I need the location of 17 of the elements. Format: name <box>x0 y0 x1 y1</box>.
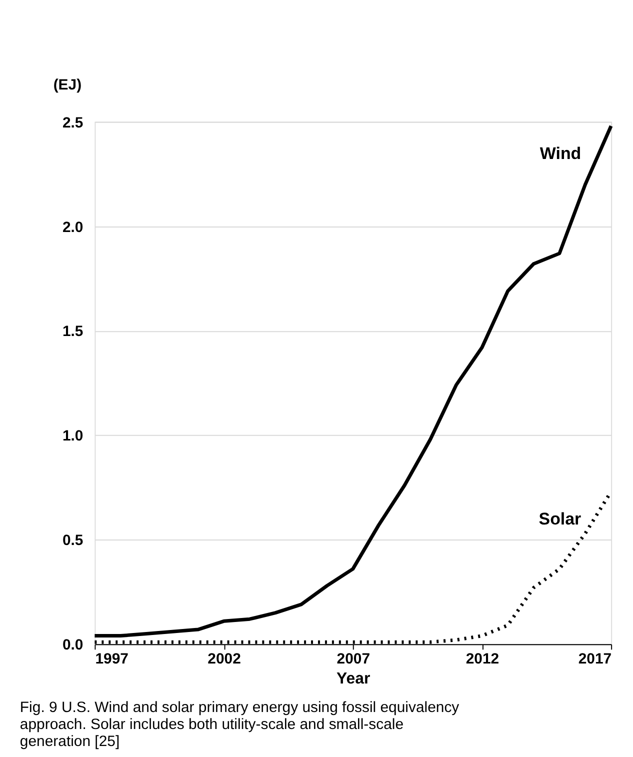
y-tick-label: 0.0 <box>62 636 84 654</box>
series-label: Solar <box>538 510 582 529</box>
y-tick-label: 2.0 <box>62 218 84 236</box>
y-tick-label: 1.5 <box>62 323 84 340</box>
line-series <box>92 124 613 638</box>
series-label: Wind <box>540 144 582 163</box>
y-tick-label: 0.5 <box>62 532 84 550</box>
y-tick-label: 2.5 <box>62 114 84 132</box>
x-tick-label: 1997 <box>95 650 128 668</box>
y-tick-label: 1.0 <box>62 428 84 445</box>
x-tick-label: 2007 <box>336 650 370 668</box>
x-tick-label: 2002 <box>208 650 241 668</box>
x-tick-label: 2017 <box>578 650 612 668</box>
x-tick-label: 2012 <box>466 650 500 668</box>
x-axis-title: Year <box>336 670 370 688</box>
caption: Fig. 9 U.S. Wind and solar primary energy using fossil equivalency approach. Solar includes both utility-scale and small-scale generation [25] <box>20 698 460 750</box>
y-axis-title: (EJ) <box>53 76 82 94</box>
